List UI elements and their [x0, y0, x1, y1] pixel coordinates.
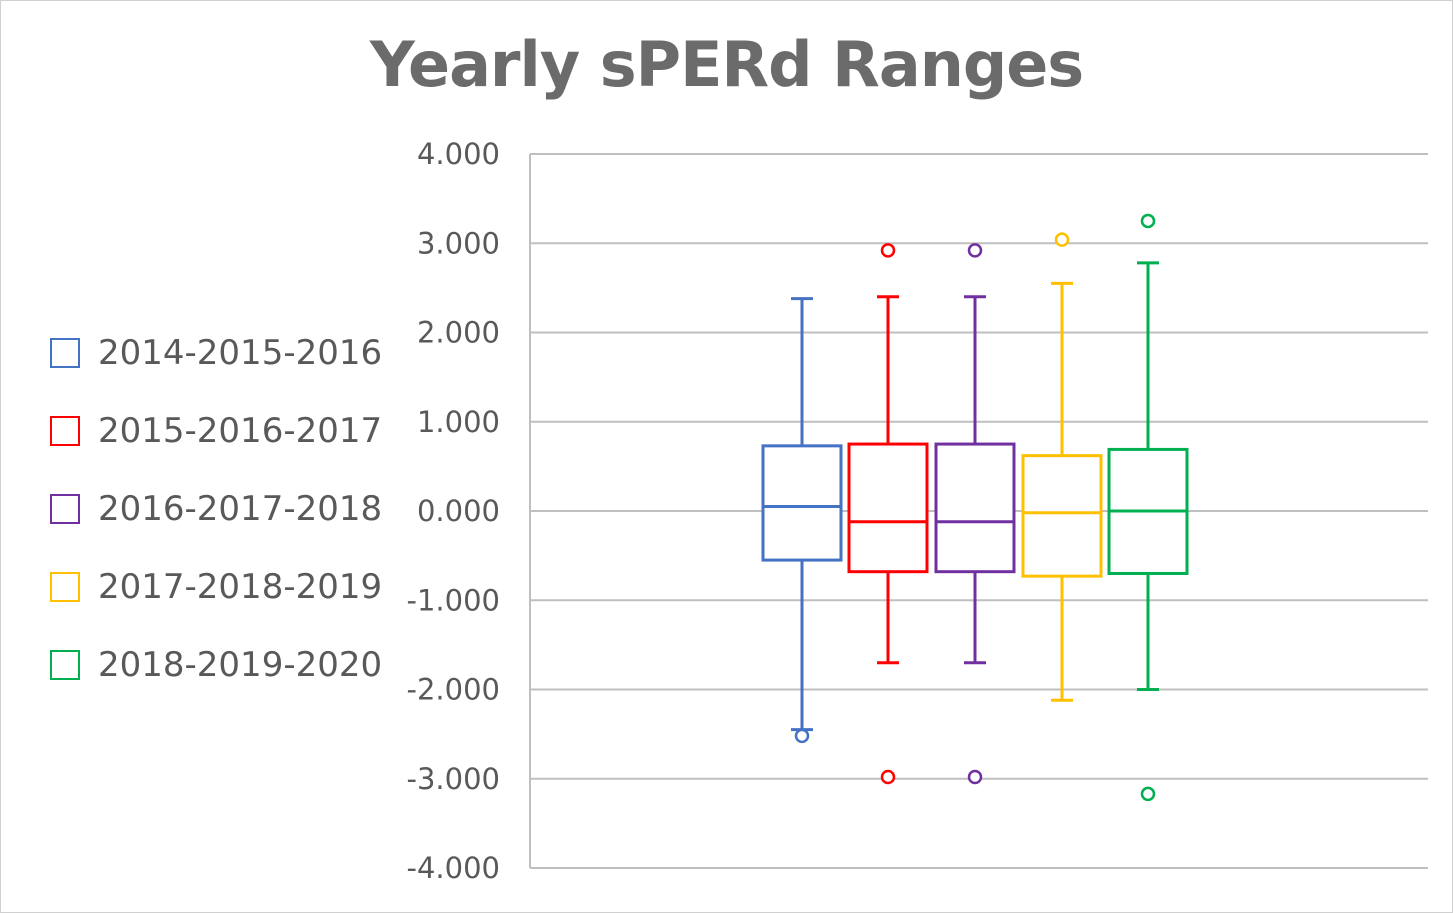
outlier-point: [794, 728, 810, 744]
legend-label: 2015-2016-2017: [98, 411, 383, 451]
iqr-box: [847, 442, 929, 574]
iqr-box: [1021, 454, 1103, 578]
y-tick-label: 1.000: [417, 405, 500, 439]
iqr-box: [761, 444, 843, 562]
box-2018-2019-2020: [1107, 213, 1189, 802]
y-tick-label: 2.000: [417, 316, 500, 350]
y-tick-label: 3.000: [417, 226, 500, 260]
y-tick-label: -4.000: [407, 851, 501, 885]
legend-label: 2018-2019-2020: [98, 645, 383, 685]
legend-label: 2016-2017-2018: [98, 489, 383, 529]
iqr-box: [934, 442, 1016, 574]
outlier-point: [1140, 213, 1156, 229]
legend-swatch: [50, 338, 80, 368]
legend-item: 2016-2017-2018: [50, 489, 390, 529]
outlier-point: [880, 243, 896, 258]
box-2016-2017-2018: [934, 243, 1016, 785]
outlier-point: [880, 769, 896, 785]
outlier-point: [967, 243, 983, 258]
legend-label: 2017-2018-2019: [98, 567, 383, 607]
outlier-point: [1140, 786, 1156, 802]
legend-item: 2014-2015-2016: [50, 333, 390, 373]
legend-label: 2014-2015-2016: [98, 333, 383, 373]
box-2014-2015-2016: [761, 297, 843, 744]
legend-swatch: [50, 572, 80, 602]
legend-swatch: [50, 650, 80, 680]
y-tick-label: 4.000: [417, 137, 500, 171]
chart-title: Yearly sPERd Ranges: [369, 28, 1084, 101]
outlier-point: [967, 769, 983, 785]
legend-item: 2018-2019-2020: [50, 645, 390, 685]
legend-item: 2017-2018-2019: [50, 567, 390, 607]
legend-item: 2015-2016-2017: [50, 411, 390, 451]
box-2015-2016-2017: [847, 243, 929, 785]
y-tick-label: -2.000: [407, 673, 501, 707]
y-tick-label: 0.000: [417, 494, 500, 528]
legend-swatch: [50, 416, 80, 446]
y-tick-label: -3.000: [407, 762, 501, 796]
y-tick-label: -1.000: [407, 583, 501, 617]
outlier-point: [1054, 232, 1070, 247]
legend-swatch: [50, 494, 80, 524]
box-2017-2018-2019: [1021, 232, 1103, 702]
